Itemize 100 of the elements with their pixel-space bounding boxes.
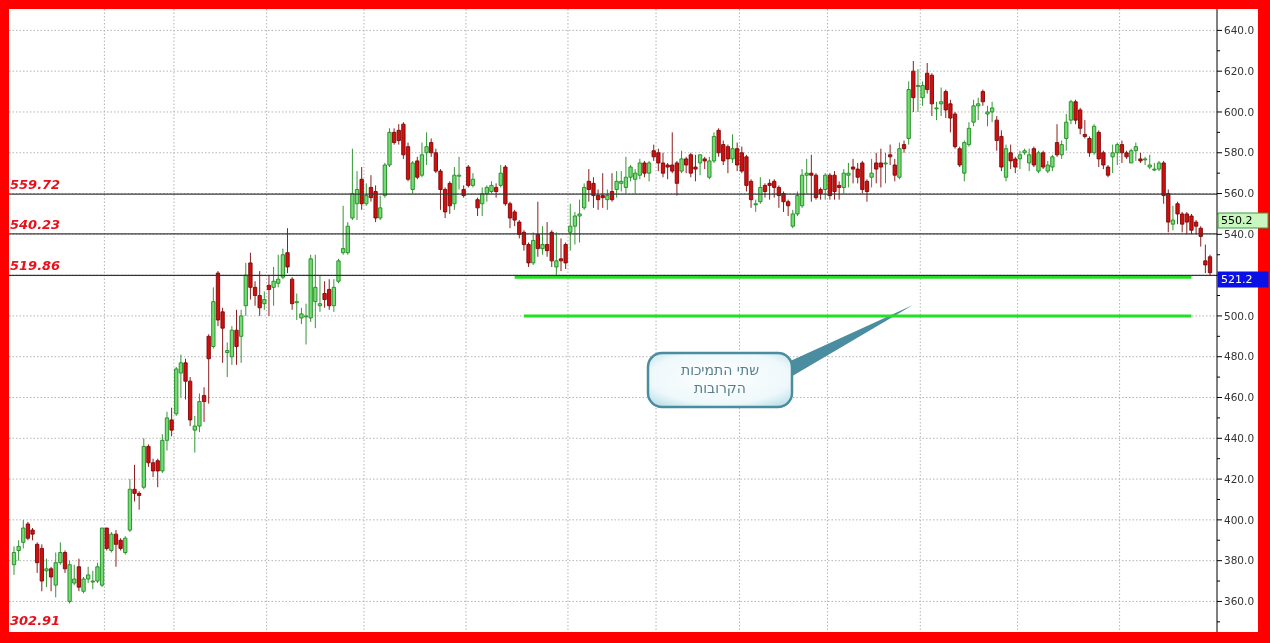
candlestick (266, 274, 272, 317)
candlestick (498, 164, 503, 188)
candlestick (201, 386, 207, 423)
candlestick (623, 156, 629, 194)
annotation: 302.91 (10, 613, 61, 628)
candlestick (234, 309, 239, 366)
y-tick-label: 640.0 (1224, 24, 1255, 37)
candlestick (109, 531, 114, 553)
candlestick (1054, 123, 1060, 158)
candlestick (1142, 156, 1148, 166)
candlestick (1017, 150, 1023, 170)
candlestick (878, 148, 883, 188)
y-tick-label: 580.0 (1224, 146, 1255, 159)
candlestick (104, 527, 109, 551)
candlestick (874, 152, 879, 184)
text: 521.2 (1221, 273, 1253, 287)
candlestick (285, 227, 290, 274)
candlestick (294, 293, 299, 321)
y-tick-label: 460.0 (1224, 391, 1255, 404)
candlestick (155, 458, 160, 488)
y-tick-label: 440.0 (1224, 431, 1255, 444)
candlestick (211, 286, 216, 349)
candlestick (493, 182, 499, 199)
ref-line-label: 559.72 (10, 177, 61, 193)
candlestick (39, 543, 44, 592)
candlestick (257, 270, 262, 317)
candlestick (364, 182, 369, 207)
candlestick (262, 291, 267, 311)
candlestick (1091, 123, 1097, 156)
candlestick (1189, 213, 1194, 235)
candlestick (290, 276, 295, 311)
ref-line-label: 540.23 (10, 216, 61, 232)
candlestick (466, 164, 471, 188)
candlestick (568, 203, 573, 252)
candlestick (735, 142, 740, 172)
candlestick (897, 142, 902, 180)
candlestick (21, 519, 26, 549)
candlestick (141, 437, 146, 490)
candlestick (350, 148, 355, 221)
candlestick (25, 521, 31, 541)
candlestick (76, 558, 82, 592)
candlestick (1156, 160, 1162, 172)
candlestick (239, 309, 244, 364)
y-tick-label: 380.0 (1224, 554, 1255, 567)
candlestick (725, 144, 731, 174)
candlestick (563, 242, 568, 270)
candlestick (1152, 162, 1157, 172)
y-tick-label: 400.0 (1224, 513, 1255, 526)
text: 550.2 (1221, 214, 1253, 228)
candlestick (697, 154, 703, 176)
candlestick (1041, 150, 1046, 170)
candlestick (415, 156, 420, 180)
candlestick (850, 158, 856, 184)
candlestick (577, 199, 582, 243)
candlestick (1170, 205, 1176, 231)
candlestick (823, 172, 828, 201)
candlestick (44, 558, 49, 588)
y-tick-label: 540.0 (1224, 228, 1255, 241)
candlestick (869, 158, 874, 188)
candlestick (535, 201, 540, 258)
candlestick (554, 231, 559, 276)
candlestick (531, 231, 536, 266)
y-tick-label: 620.0 (1224, 64, 1255, 77)
candlestick (359, 166, 364, 211)
candlestick (646, 160, 652, 182)
candlestick (410, 160, 415, 194)
candlestick (1138, 152, 1143, 164)
candlestick (206, 333, 211, 405)
candlestick (642, 160, 647, 178)
candlestick (48, 566, 54, 592)
candlestick (762, 182, 768, 199)
y-tick-label: 500.0 (1224, 309, 1255, 322)
y-tick-label: 420.0 (1224, 472, 1255, 485)
ref-line-label: 519.86 (10, 258, 61, 274)
candlestick (600, 172, 605, 209)
y-tick-label: 480.0 (1224, 350, 1255, 363)
candlestick (679, 150, 684, 174)
annotation: שתי התמיכות הקרובות (680, 362, 760, 396)
candlestick (378, 195, 383, 221)
y-tick-label: 360.0 (1224, 595, 1255, 608)
candlestick (558, 237, 564, 272)
candlestick (660, 152, 666, 178)
candlestick (883, 152, 888, 184)
candlestick (243, 262, 248, 317)
candlestick (915, 68, 921, 113)
candlestick (123, 535, 128, 555)
candlestick (1203, 244, 1208, 274)
candlestick (980, 89, 985, 107)
candlestick (169, 407, 174, 437)
candlestick (475, 197, 480, 217)
y-tick-label: 560.0 (1224, 187, 1255, 200)
candlestick (113, 529, 119, 568)
candlestick (62, 550, 68, 574)
candlestick (901, 140, 907, 154)
candlestick (832, 170, 837, 201)
candlestick (730, 133, 735, 164)
candlestick (540, 225, 545, 256)
candlestick (1036, 150, 1041, 174)
candlestick (911, 60, 916, 113)
y-tick-label: 600.0 (1224, 105, 1255, 118)
